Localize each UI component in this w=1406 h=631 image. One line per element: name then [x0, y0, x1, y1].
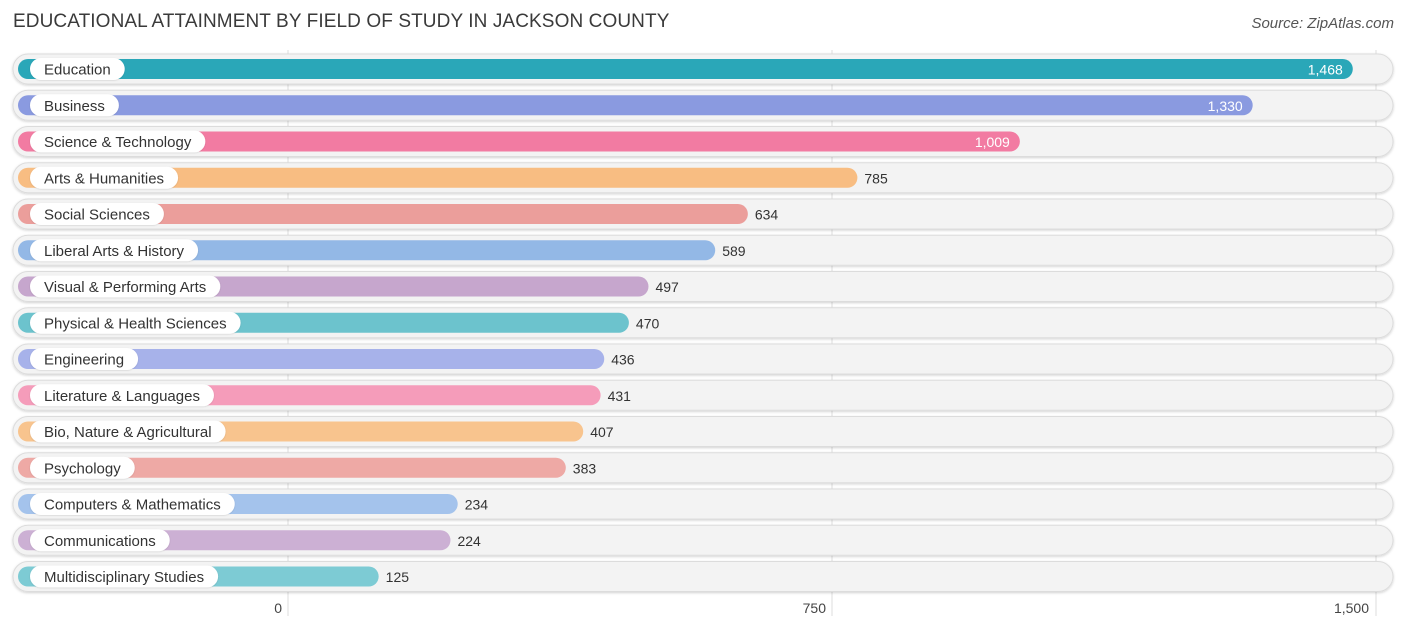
category-label: Engineering: [44, 352, 124, 369]
category-pill: [30, 348, 139, 370]
category-pill: [30, 58, 125, 80]
category-label: Education: [44, 62, 111, 79]
category-pill: [30, 275, 221, 298]
category-label: Bio, Nature & Agricultural: [44, 424, 212, 441]
category-pill: [30, 384, 214, 407]
bar: [18, 131, 1020, 152]
source-label: Source: ZipAtlas.com: [1251, 15, 1394, 32]
value-label: 470: [636, 315, 660, 331]
bar-row: Computers & Mathematics 234: [12, 488, 1394, 520]
category-pill: [30, 239, 199, 262]
value-label: 1,009: [975, 134, 1010, 150]
value-label: 383: [573, 460, 597, 476]
bar: [18, 167, 858, 188]
bar-row: Business 1,330: [12, 89, 1394, 121]
category-pill: [30, 420, 226, 443]
value-label: 1,468: [1308, 62, 1343, 78]
bar-row: Psychology 383: [12, 452, 1394, 484]
value-label: 431: [608, 388, 632, 404]
category-label: Communications: [44, 533, 156, 550]
value-label: 234: [465, 497, 489, 513]
category-label: Computers & Mathematics: [44, 497, 221, 514]
bar-row: Multidisciplinary Studies 125: [12, 561, 1394, 592]
category-label: Liberal Arts & History: [44, 243, 185, 260]
category-pill: [30, 565, 219, 588]
bar-row: Science & Technology 1,009: [12, 126, 1394, 157]
category-label: Literature & Languages: [44, 388, 200, 405]
bar: [18, 457, 566, 478]
category-pill: [30, 94, 119, 117]
category-pill: [30, 456, 135, 479]
category-label: Physical & Health Sciences: [44, 315, 227, 332]
x-axis: 0 750 1,500: [274, 600, 1369, 616]
bar-row: Arts & Humanities 785: [12, 162, 1394, 194]
bar-row: Literature & Languages 431: [12, 379, 1394, 411]
bar: [18, 95, 1253, 116]
value-label: 407: [590, 424, 614, 440]
value-label: 436: [611, 352, 635, 368]
bar-row: Engineering 436: [12, 343, 1394, 375]
tick-label: 750: [803, 600, 827, 616]
category-label: Psychology: [44, 460, 121, 477]
category-pill: [30, 311, 241, 334]
bar-row: Social Sciences 634: [12, 198, 1394, 230]
value-label: 125: [386, 569, 410, 585]
category-label: Science & Technology: [44, 134, 192, 151]
tick-label: 1,500: [1334, 600, 1369, 616]
bar: [18, 59, 1353, 79]
category-pill: [30, 166, 179, 189]
category-pill: [30, 130, 206, 153]
tick-label: 0: [274, 600, 282, 616]
category-pill: [30, 203, 164, 225]
category-label: Business: [44, 98, 105, 115]
value-label: 589: [722, 243, 746, 259]
bar-row: Liberal Arts & History 589: [12, 234, 1394, 266]
bar-row: Education 1,468: [12, 53, 1394, 85]
bar-row: Visual & Performing Arts 497: [12, 271, 1394, 302]
value-label: 1,330: [1208, 98, 1243, 114]
value-label: 785: [864, 170, 888, 186]
category-label: Visual & Performing Arts: [44, 279, 206, 296]
bar-rows: Education 1,468 Business 1,330 Science & Tec…: [12, 53, 1394, 592]
bar-row: Physical & Health Sciences 470: [12, 307, 1394, 339]
bar: [18, 204, 748, 224]
value-label: 224: [457, 533, 481, 549]
chart-title: EDUCATIONAL ATTAINMENT BY FIELD OF STUDY…: [13, 11, 670, 32]
value-label: 634: [755, 207, 779, 223]
category-pill: [30, 493, 235, 515]
bar-row: Communications 224: [12, 524, 1394, 556]
category-label: Arts & Humanities: [44, 170, 164, 187]
category-label: Multidisciplinary Studies: [44, 569, 204, 586]
bar-row: Bio, Nature & Agricultural 407: [12, 416, 1394, 447]
value-label: 497: [655, 279, 679, 295]
bar: [18, 349, 605, 369]
category-label: Social Sciences: [44, 207, 150, 224]
category-pill: [30, 529, 170, 552]
